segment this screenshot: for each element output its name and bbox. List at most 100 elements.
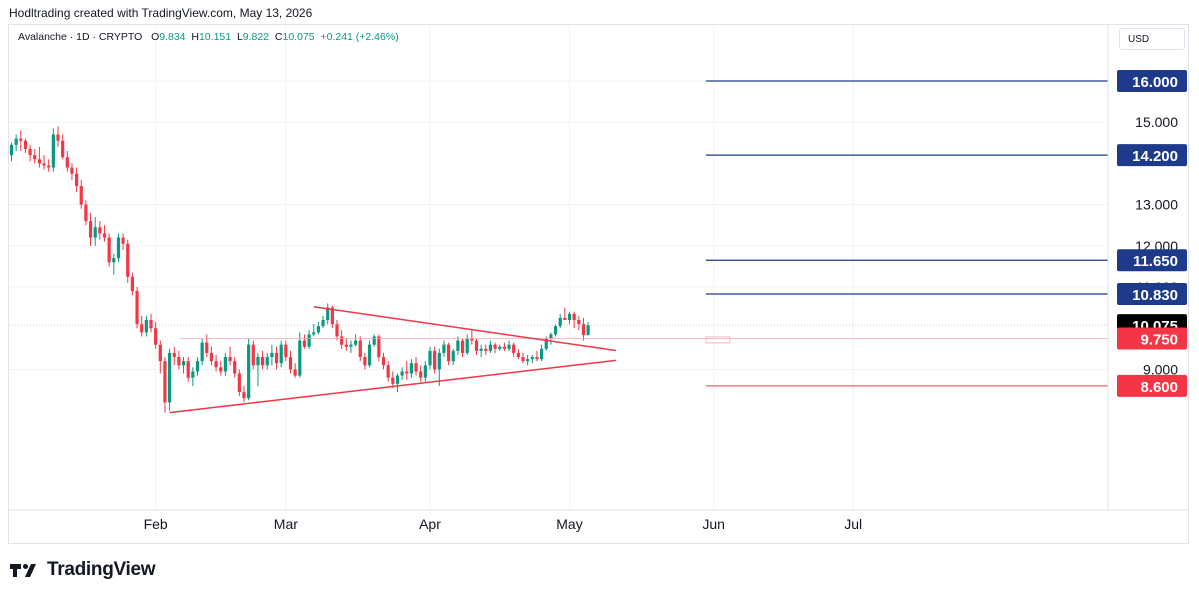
candle-body bbox=[581, 324, 586, 336]
resistance-price-badge-bg bbox=[1117, 70, 1187, 92]
candle-body bbox=[154, 328, 158, 345]
candle-body bbox=[102, 233, 107, 238]
candle-body bbox=[521, 357, 525, 362]
currency-button[interactable]: USD bbox=[1119, 28, 1185, 50]
candle-body bbox=[237, 373, 241, 393]
chart-panel[interactable] bbox=[8, 24, 1189, 544]
price-tick-label: 15.000 bbox=[1135, 114, 1178, 130]
candle-body bbox=[488, 344, 493, 351]
candle-body bbox=[451, 350, 455, 362]
candle-body bbox=[265, 357, 269, 366]
descending-trendline bbox=[313, 306, 617, 352]
candle-body bbox=[274, 352, 279, 364]
candle-body bbox=[558, 317, 562, 327]
candle-body bbox=[163, 361, 167, 403]
legend-close-label: C bbox=[274, 31, 283, 43]
candle-body bbox=[423, 365, 427, 378]
candle-body bbox=[349, 344, 353, 347]
candle-body bbox=[214, 361, 218, 368]
retest-zone-box bbox=[705, 336, 731, 344]
brand-name: TradingView bbox=[47, 559, 156, 580]
candle-body bbox=[233, 361, 237, 374]
candle-body bbox=[419, 371, 423, 378]
legend-low-value: 9.822 bbox=[242, 31, 270, 43]
candle-body bbox=[126, 243, 130, 277]
candle-body bbox=[516, 352, 520, 358]
candle-body bbox=[279, 344, 283, 364]
candle-body bbox=[177, 357, 181, 366]
candle-body bbox=[563, 317, 567, 320]
candle-body bbox=[363, 357, 367, 366]
candle-body bbox=[186, 361, 190, 378]
candle-body bbox=[223, 357, 227, 372]
candle-body bbox=[400, 371, 404, 376]
legend-open-label: O bbox=[151, 31, 160, 43]
candle-body bbox=[209, 352, 214, 362]
ascending-trendline bbox=[169, 359, 617, 414]
candle-body bbox=[247, 344, 251, 399]
candle-body bbox=[484, 348, 488, 351]
candle-body bbox=[302, 340, 307, 347]
candle-body bbox=[19, 138, 23, 141]
candle-body bbox=[65, 157, 69, 168]
candle-body bbox=[135, 291, 139, 325]
candle-body bbox=[116, 237, 121, 259]
candle-body bbox=[242, 392, 246, 399]
candle-body bbox=[498, 346, 502, 349]
legend-open-value: 9.834 bbox=[159, 31, 186, 43]
candle-body bbox=[288, 357, 293, 370]
candle-body bbox=[437, 352, 441, 370]
candle-body bbox=[205, 342, 209, 353]
legend-high-label: H bbox=[191, 31, 199, 43]
candle-body bbox=[586, 325, 590, 336]
candle-body bbox=[307, 334, 311, 347]
tradingview-logo-icon bbox=[10, 564, 36, 577]
candle-body bbox=[23, 140, 28, 149]
candle-body bbox=[168, 352, 172, 403]
candle-body bbox=[284, 344, 288, 358]
candle-body bbox=[200, 342, 204, 362]
candle-body bbox=[107, 237, 111, 263]
candle-body bbox=[28, 148, 32, 156]
candle-body bbox=[321, 319, 325, 327]
candle-body bbox=[433, 350, 437, 370]
candle-body bbox=[326, 307, 330, 320]
candle-body bbox=[381, 357, 386, 366]
candle-body bbox=[256, 357, 260, 366]
resistance-price-badge: 14.200 bbox=[1132, 148, 1178, 165]
candle-body bbox=[474, 340, 479, 351]
candle-body bbox=[42, 163, 46, 166]
legend-close-value: 10.075 bbox=[282, 31, 315, 43]
chart-credit: Hodltrading created with TradingView.com… bbox=[9, 6, 313, 20]
candle-body bbox=[47, 165, 51, 168]
candle-body bbox=[405, 371, 409, 374]
candle-body bbox=[540, 348, 544, 360]
candle-body bbox=[112, 258, 116, 263]
candle-body bbox=[442, 344, 446, 353]
candle-body bbox=[386, 365, 390, 378]
legend-symbol: Avalanche · 1D · CRYPTO bbox=[18, 31, 143, 43]
candle-body bbox=[251, 344, 255, 366]
candle-body bbox=[172, 352, 176, 358]
candle-body bbox=[549, 334, 553, 339]
resistance-price-badge: 10.830 bbox=[1132, 287, 1178, 304]
tradingview-brand[interactable]: TradingView bbox=[10, 559, 156, 581]
candle-body bbox=[465, 338, 469, 353]
time-tick-label: May bbox=[556, 516, 582, 532]
candle-body bbox=[358, 340, 362, 358]
candle-body bbox=[14, 138, 18, 145]
legend-change: +0.241 (+2.46%) bbox=[320, 31, 399, 43]
candle-body bbox=[181, 361, 186, 366]
candle-body bbox=[316, 326, 320, 333]
candle-body bbox=[567, 313, 572, 320]
candle-body bbox=[33, 155, 37, 160]
candle-body bbox=[395, 375, 400, 384]
candle-body bbox=[530, 357, 534, 360]
candle-body bbox=[335, 324, 339, 337]
candle-body bbox=[354, 340, 358, 345]
price-tick-label: 9.000 bbox=[1143, 361, 1178, 377]
candle-body bbox=[195, 361, 200, 372]
candle-body bbox=[70, 167, 74, 174]
support-price-badge-bg bbox=[1117, 374, 1187, 397]
